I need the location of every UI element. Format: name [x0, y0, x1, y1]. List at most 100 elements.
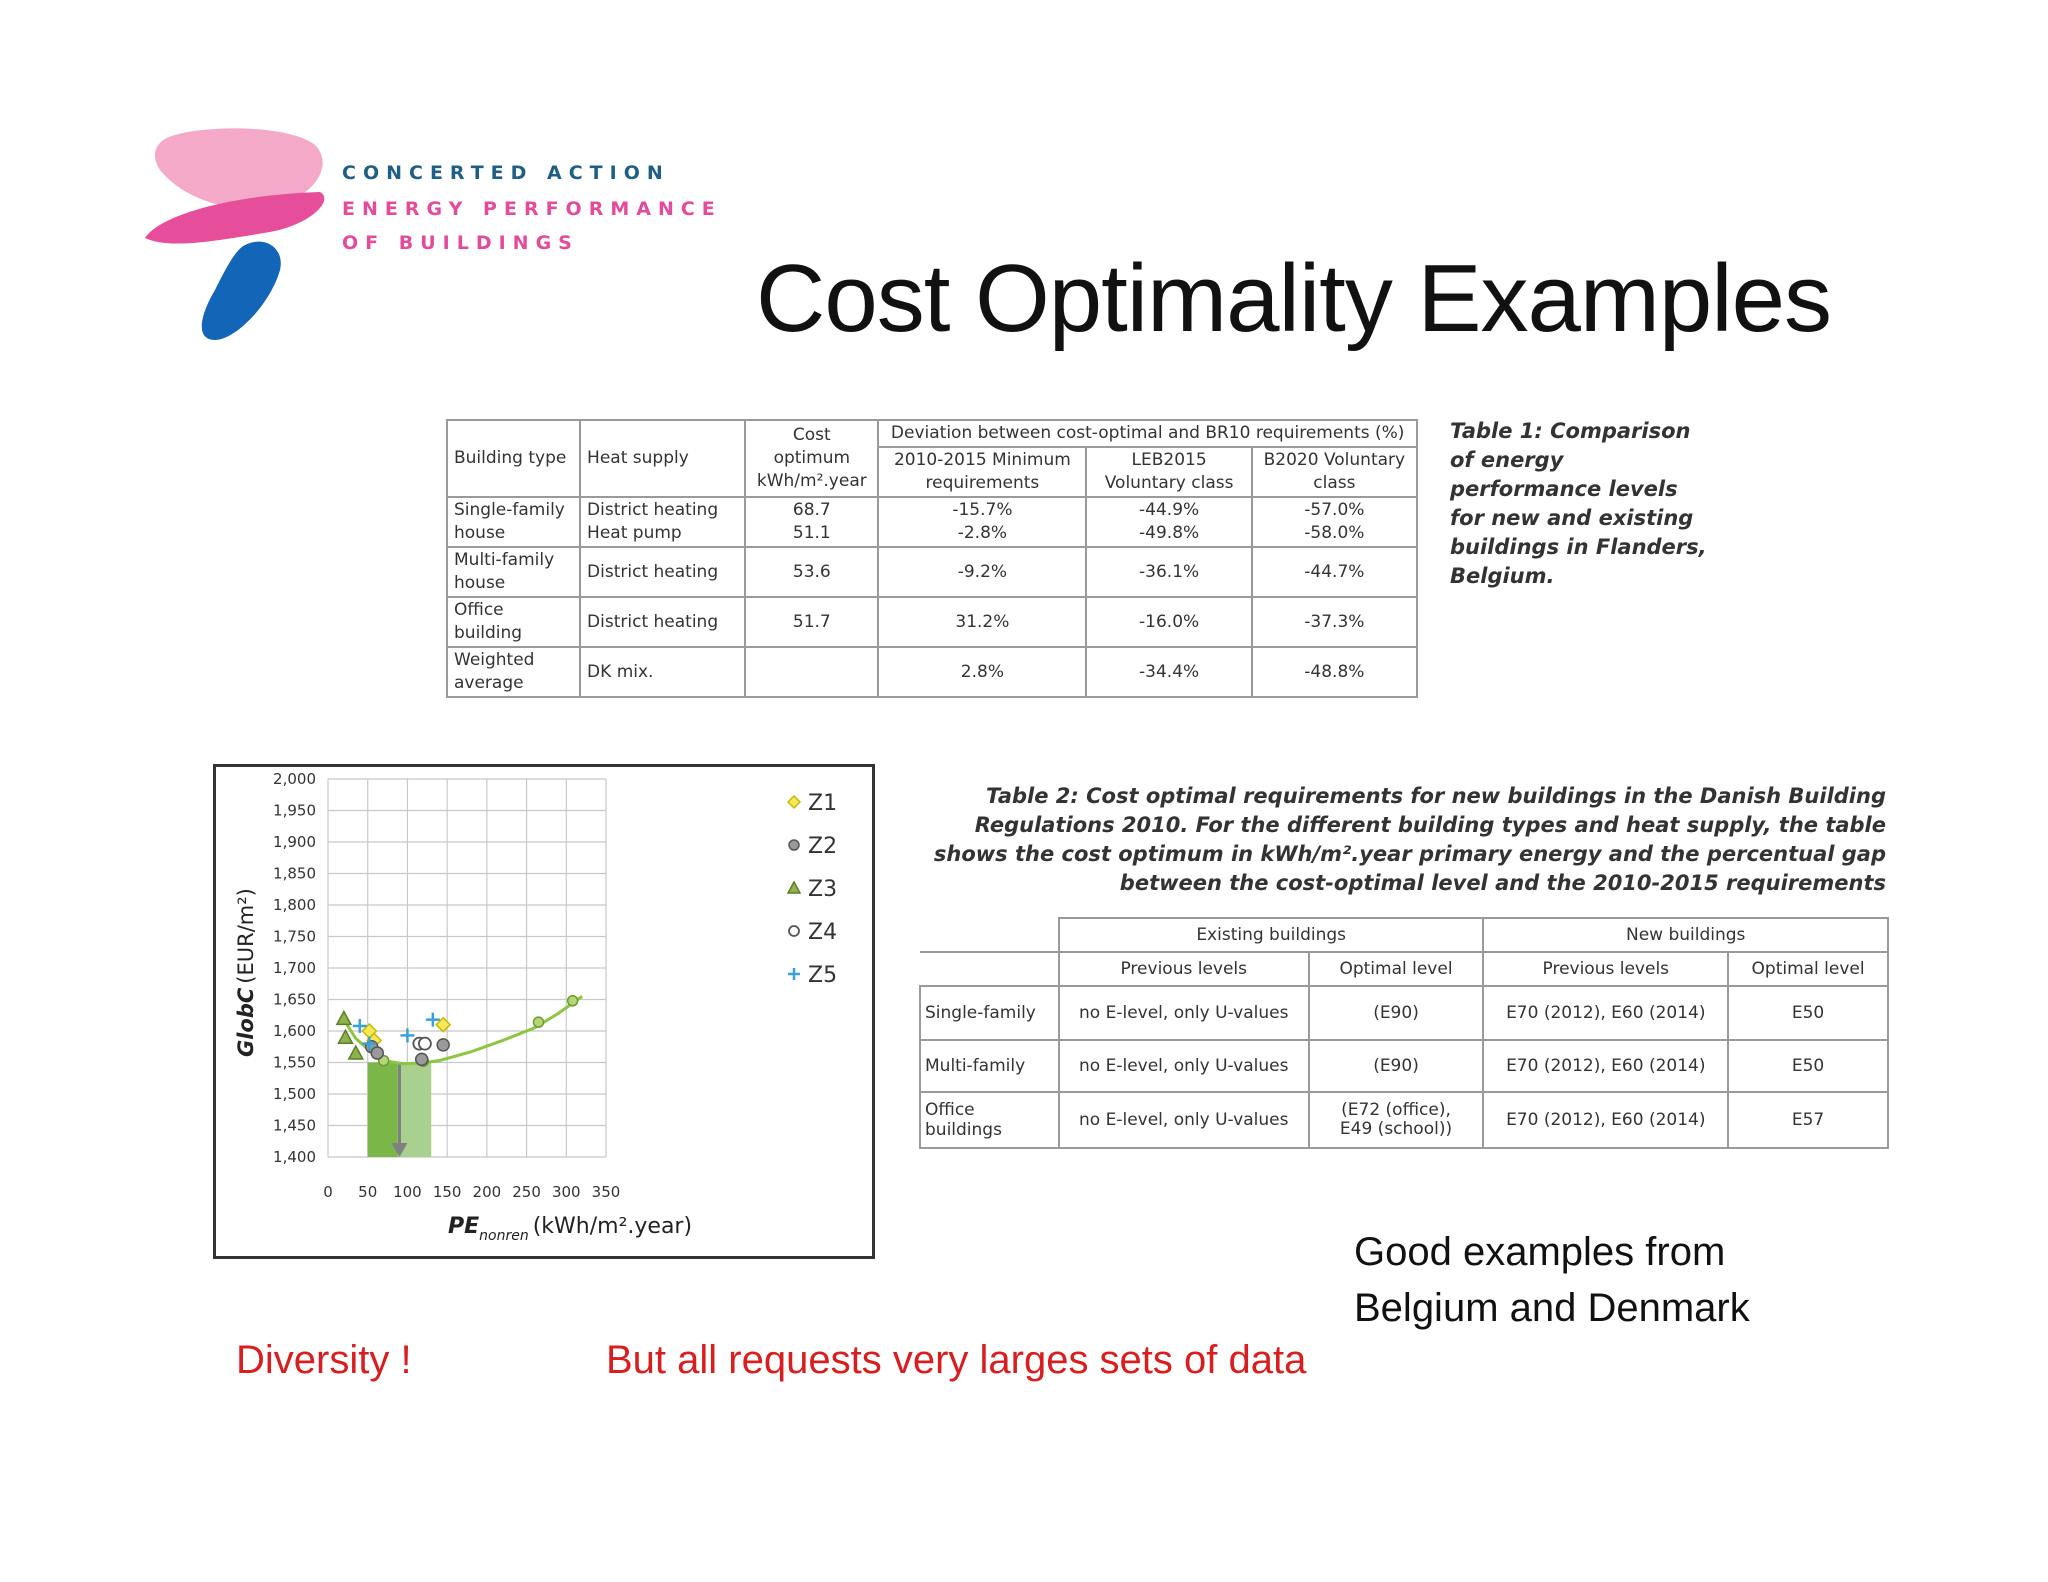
chart: 1,400 1,450 1,500 1,550 1,600 1,650 1,700 1,750…: [213, 764, 875, 1259]
header-cost-optimum: Cost optimum kWh/m².year: [744, 419, 880, 498]
header-2010: 2010-2015 Minimum requirements: [877, 446, 1088, 498]
x-tick-label: 200: [473, 1183, 502, 1201]
table-row: Single-family no E-level, only U-values …: [919, 985, 1889, 1041]
x-tick-label: 250: [512, 1183, 541, 1201]
data-requests-note: But all requests very larges sets of dat…: [606, 1338, 1307, 1382]
cell-deviation-2010: -9.2%: [877, 546, 1088, 598]
cell-deviation-leb: -34.4%: [1085, 646, 1253, 698]
logo-line-3: OF BUILDINGS: [342, 232, 579, 254]
table-1: Building type Heat supply Cost optimum k…: [445, 419, 1419, 698]
x-tick-label: 50: [358, 1183, 377, 1201]
y-tick-label: 1,600: [273, 1022, 316, 1040]
table-2-caption: Table 2: Cost optimal requirements for n…: [933, 784, 1886, 895]
header-building-type: Building type: [445, 419, 582, 498]
cell-building-type: Office building: [445, 596, 582, 648]
y-tick-label: 1,400: [273, 1148, 316, 1166]
blank-cell: [920, 952, 1060, 987]
cell-new-optimal: E50: [1727, 1039, 1889, 1093]
chart-bar: [397, 1062, 432, 1157]
legend-label-z3: Z3: [808, 877, 837, 902]
logo-line-2: ENERGY PERFORMANCE: [342, 198, 722, 220]
header-existing-previous: Previous levels: [1057, 951, 1310, 987]
chart-point-z2: [370, 1046, 384, 1060]
legend-label-z4: Z4: [808, 920, 837, 945]
table-header-row: Previous levels Optimal level Previous l…: [920, 951, 1889, 987]
chart-point-z4: [418, 1036, 432, 1051]
chart-point-z5: [352, 1018, 367, 1033]
y-tick-label: 1,650: [273, 991, 316, 1009]
table-row: Weighted average DK mix. 2.8% -34.4% -48…: [445, 646, 1419, 698]
logo-line-1: CONCERTED ACTION: [342, 162, 670, 184]
header-deviation: Deviation between cost-optimal and BR10 …: [877, 419, 1418, 448]
cell-deviation-b2020: -57.0% -58.0%: [1250, 496, 1419, 548]
header-b2020: B2020 Voluntary class: [1250, 446, 1419, 498]
chart-curve-point: [532, 1016, 545, 1028]
cell-new-optimal: E57: [1727, 1091, 1889, 1149]
chart-point-z3: [337, 1028, 354, 1045]
table-row: Multi-family no E-level, only U-values (…: [919, 1039, 1889, 1093]
table-row: Single-family house District heating Hea…: [445, 496, 1419, 548]
y-tick-label: 1,700: [273, 959, 316, 977]
header-existing-buildings: Existing buildings: [1057, 917, 1485, 953]
chart-point-z5: [362, 1036, 377, 1051]
table-1-caption: Table 1: Comparison of energy performanc…: [1450, 419, 1707, 588]
cell-deviation-leb: -44.9% -49.8%: [1085, 496, 1253, 548]
cell-deviation-2010: -15.7% -2.8%: [877, 496, 1088, 548]
cell-heat-supply: District heating: [579, 596, 747, 648]
row-label: Office buildings: [919, 1091, 1060, 1149]
chart-arrow-head: [391, 1143, 408, 1157]
cell-heat-supply: District heating: [579, 546, 747, 598]
chart-y-axis-label: GlobC(EUR/m²): [234, 888, 258, 1057]
cell-cost-optimum: 68.7 51.1: [744, 496, 880, 548]
chart-point-z3: [347, 1044, 365, 1060]
cell-building-type: Multi-family house: [445, 546, 582, 598]
table-header-row: Building type Heat supply Cost optimum k…: [445, 419, 1418, 498]
chart-point-z2: [414, 1052, 429, 1067]
cell-deviation-leb: -36.1%: [1085, 546, 1253, 598]
y-tick-label: 1,500: [273, 1085, 316, 1103]
y-tick-label: 2,000: [273, 770, 316, 788]
chart-point-z1: [435, 1016, 452, 1033]
cell-new-optimal: E50: [1727, 985, 1889, 1041]
good-examples-note: Good examples from Belgium and Denmark: [1354, 1230, 1750, 1330]
chart-point-z3: [335, 1009, 353, 1026]
cell-existing-previous: no E-level, only U-values: [1057, 1039, 1310, 1093]
cell-existing-previous: no E-level, only U-values: [1057, 985, 1310, 1041]
legend-marker-z5: [788, 968, 800, 980]
chart-x-axis-label: PEnonren (kWh/m².year): [448, 1214, 692, 1244]
header-new-buildings: New buildings: [1482, 917, 1889, 953]
cell-cost-optimum: 53.6: [744, 546, 880, 598]
cell-new-previous: E70 (2012), E60 (2014): [1482, 1091, 1730, 1149]
cell-deviation-2010: 2.8%: [877, 646, 1088, 698]
cell-new-previous: E70 (2012), E60 (2014): [1482, 985, 1730, 1041]
y-tick-label: 1,800: [273, 896, 316, 914]
cell-deviation-leb: -16.0%: [1085, 596, 1253, 648]
y-tick-label: 1,750: [273, 928, 316, 946]
y-tick-label: 1,900: [273, 833, 316, 851]
header-new-optimal: Optimal level: [1727, 951, 1889, 987]
cell-existing-optimal: (E90): [1307, 985, 1485, 1041]
cell-heat-supply: District heating Heat pump: [579, 496, 747, 548]
logo: CONCERTED ACTION ENERGY PERFORMANCE OF B…: [140, 120, 715, 350]
row-label: Single-family: [919, 985, 1060, 1041]
table-2: Existing buildings New buildings Previou…: [919, 917, 1889, 1149]
legend-marker-z1: [786, 794, 802, 810]
table-row: Office building District heating 51.7 31…: [445, 596, 1419, 648]
header-new-previous: Previous levels: [1482, 951, 1730, 987]
y-tick-label: 1,450: [273, 1117, 316, 1135]
cell-cost-optimum: 51.7: [744, 596, 880, 648]
cell-deviation-b2020: -48.8%: [1250, 646, 1419, 698]
cell-building-type: Weighted average: [445, 646, 582, 698]
chart-point-z5: [400, 1028, 415, 1043]
cell-deviation-b2020: -44.7%: [1250, 546, 1419, 598]
cell-building-type: Single-family house: [445, 496, 582, 548]
table-row: Multi-family house District heating 53.6…: [445, 546, 1419, 598]
legend-label-z1: Z1: [808, 791, 837, 816]
x-tick-label: 350: [592, 1183, 621, 1201]
header-heat-supply: Heat supply: [579, 419, 747, 498]
y-tick-label: 1,950: [273, 802, 316, 820]
chart-curve-point: [566, 995, 579, 1007]
cell-existing-optimal: (E72 (office), E49 (school)): [1307, 1091, 1485, 1149]
cell-new-previous: E70 (2012), E60 (2014): [1482, 1039, 1730, 1093]
chart-point-z2: [436, 1038, 450, 1052]
